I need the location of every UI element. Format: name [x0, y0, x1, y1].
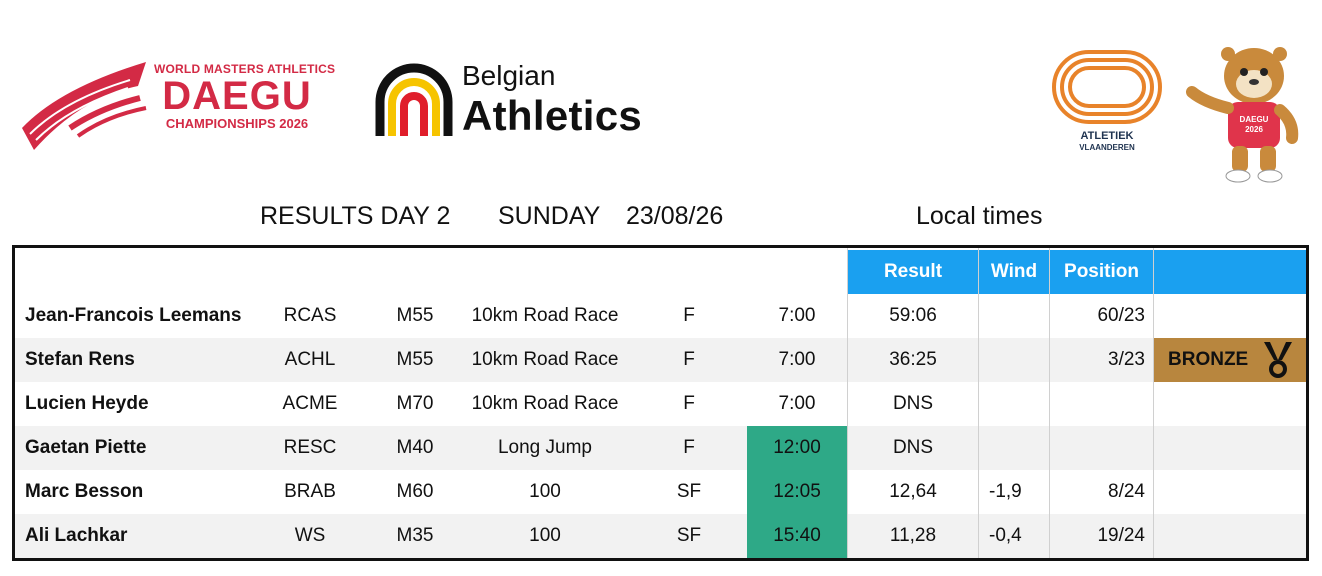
- age-category: M55: [396, 349, 434, 370]
- table-row: Ali Lachkar WS M35 100 SF 15:40 11,28 -0,4 19/24: [15, 514, 1306, 558]
- table-row: Jean-Francois Leemans RCAS M55 10km Road Ra…: [15, 294, 1306, 338]
- athlete-name: Ali Lachkar: [25, 525, 128, 546]
- header-wind: Wind: [979, 250, 1049, 294]
- daegu-logo-line1: WORLD MASTERS ATHLETICS: [154, 62, 336, 76]
- wind-value: [979, 382, 1049, 426]
- age-category: M55: [396, 305, 434, 326]
- header-position: Position: [1050, 250, 1153, 294]
- start-time: 15:40: [747, 514, 847, 558]
- results-date: 23/08/26: [626, 202, 724, 230]
- round-code: SF: [676, 481, 702, 502]
- round-code: F: [683, 349, 695, 370]
- position-value: [1050, 426, 1153, 470]
- event-name: Long Jump: [497, 437, 592, 458]
- medal-cell: [1154, 514, 1306, 558]
- result-value: 12,64: [889, 481, 937, 502]
- result-value: 59:06: [889, 305, 937, 326]
- round-code: F: [683, 437, 695, 458]
- results-table: Result Wind Position Jean-Francois Leema…: [12, 245, 1309, 561]
- atletiek-logo-word2: VLAANDEREN: [1079, 143, 1135, 152]
- wind-value: -0,4: [989, 525, 1022, 546]
- table-row: Lucien Heyde ACME M70 10km Road Race F 7:00 DN…: [15, 382, 1306, 426]
- age-category: M35: [396, 525, 434, 546]
- wind-value: -1,9: [989, 481, 1022, 502]
- athlete-name: Marc Besson: [25, 481, 144, 502]
- event-name: 10km Road Race: [471, 393, 619, 414]
- header-result: Result: [848, 250, 978, 294]
- medal-cell: [1154, 470, 1306, 514]
- belgian-logo-word1: Belgian: [462, 60, 556, 91]
- wind-value: [979, 426, 1049, 470]
- table-row: Marc Besson BRAB M60 100 SF 12:05 12,64 -1,9 8/2…: [15, 470, 1306, 514]
- medal-label: BRONZE: [1168, 349, 1249, 370]
- belgian-athletics-logo: Belgian Athletics: [374, 58, 674, 142]
- club-code: WS: [294, 525, 326, 546]
- table-row: Stefan Rens ACHL M55 10km Road Race F 7:00 36:…: [15, 338, 1306, 382]
- position-value: [1050, 382, 1153, 426]
- atletiek-logo-word1: ATLETIEK: [1080, 130, 1134, 142]
- position-value: 19/24: [1097, 525, 1145, 546]
- medal-cell: [1154, 382, 1306, 426]
- daegu-logo-line2: DAEGU: [162, 74, 312, 118]
- medal-cell: [1154, 426, 1306, 470]
- belgian-logo-word2: Athletics: [462, 92, 643, 139]
- result-value: DNS: [892, 437, 934, 458]
- start-time: 7:00: [778, 349, 816, 370]
- header-medal: [1154, 250, 1306, 294]
- medal-cell: [1154, 294, 1306, 338]
- wind-value: [979, 338, 1049, 382]
- track-oval-icon: [1052, 50, 1162, 124]
- result-value: 36:25: [889, 349, 937, 370]
- club-code: ACHL: [284, 349, 336, 370]
- otter-mascot-icon: DAEGU 2026: [1182, 42, 1306, 184]
- mascot-badge-line1: DAEGU: [1240, 115, 1269, 124]
- table-row: Gaetan Piette RESC M40 Long Jump F 12:00 DNS: [15, 426, 1306, 470]
- start-time: 12:00: [747, 426, 847, 470]
- round-code: SF: [676, 525, 702, 546]
- club-code: BRAB: [284, 481, 336, 502]
- club-code: ACME: [282, 393, 338, 414]
- daegu-championships-logo: WORLD MASTERS ATHLETICS DAEGU CHAMPIONSH…: [20, 58, 336, 154]
- column-divider: [978, 248, 979, 558]
- event-name: 10km Road Race: [471, 305, 619, 326]
- day-name: SUNDAY: [498, 202, 601, 230]
- result-value: 11,28: [889, 525, 937, 546]
- event-name: 10km Road Race: [471, 349, 619, 370]
- start-time: 7:00: [778, 305, 816, 326]
- event-name: 100: [529, 525, 561, 546]
- position-value: 8/24: [1108, 481, 1145, 502]
- track-swoosh-icon: [22, 62, 147, 150]
- column-divider: [1153, 248, 1154, 558]
- atletiek-vlaanderen-logo: ATLETIEK VLAANDEREN: [1048, 46, 1168, 156]
- position-value: 60/23: [1097, 305, 1145, 326]
- athlete-name: Lucien Heyde: [25, 393, 149, 414]
- medal-icon: [1260, 340, 1296, 397]
- position-value: 3/23: [1108, 349, 1145, 370]
- start-time: 7:00: [778, 393, 816, 414]
- round-code: F: [683, 305, 695, 326]
- results-day-title: RESULTS DAY 2: [260, 202, 451, 230]
- event-name: 100: [529, 481, 561, 502]
- mascot-badge-line2: 2026: [1245, 125, 1263, 134]
- athlete-name: Jean-Francois Leemans: [25, 305, 242, 326]
- medal-cell: BRONZE: [1154, 338, 1306, 382]
- athlete-name: Stefan Rens: [25, 349, 135, 370]
- age-category: M70: [396, 393, 434, 414]
- belgian-arch-icon: [375, 63, 453, 136]
- daegu-logo-line3: CHAMPIONSHIPS 2026: [165, 116, 309, 131]
- round-code: F: [683, 393, 695, 414]
- athlete-name: Gaetan Piette: [25, 437, 147, 458]
- column-divider: [847, 248, 848, 558]
- age-category: M60: [396, 481, 434, 502]
- wind-value: [979, 294, 1049, 338]
- club-code: RCAS: [283, 305, 337, 326]
- local-times-note: Local times: [916, 202, 1043, 230]
- club-code: RESC: [283, 437, 337, 458]
- age-category: M40: [396, 437, 434, 458]
- start-time: 12:05: [747, 470, 847, 514]
- result-value: DNS: [892, 393, 934, 414]
- column-divider: [1049, 248, 1050, 558]
